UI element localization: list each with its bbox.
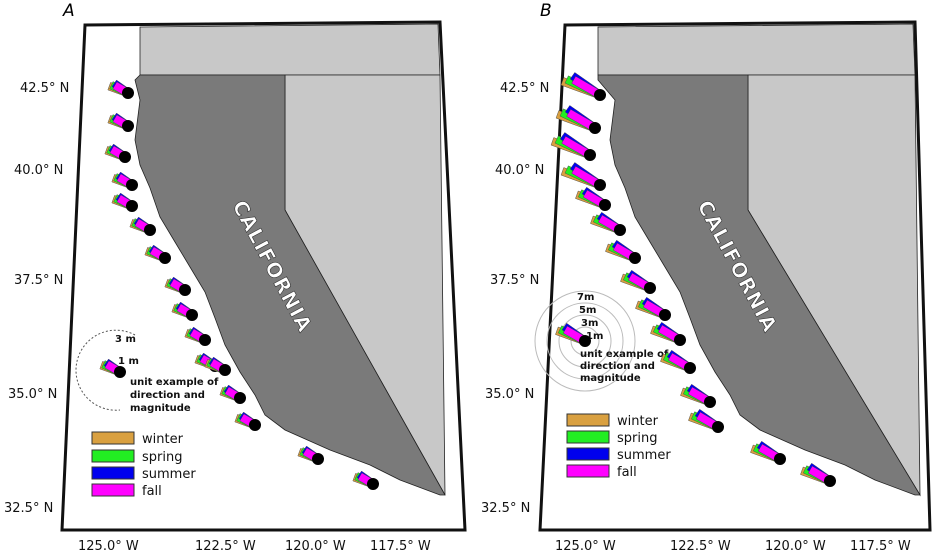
station-marker [594, 179, 606, 191]
unit-example-text: magnitude [580, 373, 641, 384]
ring-label: 3 m [115, 334, 136, 345]
lat-tick: 42.5° N [20, 81, 69, 96]
wind-roses [550, 72, 836, 487]
legend-fall: fall [142, 484, 162, 499]
station-marker [186, 309, 198, 321]
lat-tick: 32.5° N [4, 501, 53, 516]
lat-tick: 32.5° N [481, 501, 530, 516]
lat-tick: 42.5° N [500, 81, 549, 96]
station-marker [144, 224, 156, 236]
legend-spring: spring [142, 450, 182, 465]
lat-tick: 37.5° N [490, 273, 539, 288]
ring-label: 7m [577, 292, 594, 303]
california-region [597, 74, 921, 496]
latitude-ticks: 42.5° N 40.0° N 37.5° N 35.0° N 32.5° N [4, 81, 69, 516]
lon-tick: 122.5° W [195, 539, 256, 554]
unit-example-text: unit example of [130, 377, 219, 388]
panel-label: A [62, 1, 75, 21]
station-marker [614, 224, 626, 236]
legend: winter spring summer fall [91, 431, 196, 499]
unit-example-text: unit example of [580, 349, 669, 360]
lon-tick: 120.0° W [285, 539, 346, 554]
ring-label: 1m [586, 331, 603, 342]
lat-tick: 35.0° N [485, 387, 534, 402]
unit-example-text: direction and [580, 361, 655, 372]
station-marker [684, 362, 696, 374]
scale-example: 3 m 1 m unit example of direction and ma… [75, 329, 219, 414]
station-marker [367, 478, 379, 490]
station-marker [674, 334, 686, 346]
station-marker [312, 453, 324, 465]
legend-spring: spring [617, 431, 657, 446]
panel-a: A CALIFORNIA 42.5° N 40.0° N 37.5° N 35.… [4, 1, 467, 554]
lat-tick: 35.0° N [8, 387, 57, 402]
lat-tick: 37.5° N [14, 273, 63, 288]
legend-winter: winter [142, 432, 184, 447]
ring-label: 3m [581, 318, 598, 329]
wind-roses [99, 79, 379, 490]
scale-example: 7m 5m 3m 1m unit example of direction an… [534, 290, 669, 392]
station-marker [119, 151, 131, 163]
station-marker [126, 200, 138, 212]
legend-summer: summer [142, 467, 196, 482]
station-marker [114, 366, 126, 378]
station-marker [159, 252, 171, 264]
lon-tick: 120.0° W [765, 539, 826, 554]
legend-winter: winter [617, 414, 659, 429]
station-marker [579, 335, 591, 347]
station-marker [249, 419, 261, 431]
lon-tick: 117.5° W [850, 539, 911, 554]
station-marker [644, 282, 656, 294]
station-marker [599, 199, 611, 211]
lon-tick: 125.0° W [555, 539, 616, 554]
station-marker [589, 122, 601, 134]
station-marker [629, 252, 641, 264]
station-marker [704, 396, 716, 408]
ring-label: 1 m [118, 356, 139, 367]
california-region [134, 74, 446, 496]
lon-tick: 122.5° W [670, 539, 731, 554]
oregon-region [597, 23, 916, 76]
oregon-region [139, 23, 441, 76]
station-marker [659, 309, 671, 321]
ring-label: 5m [579, 305, 596, 316]
station-marker [199, 334, 211, 346]
legend-fall: fall [617, 465, 637, 480]
lat-tick: 40.0° N [14, 163, 63, 178]
lat-tick: 40.0° N [495, 163, 544, 178]
station-marker [219, 364, 231, 376]
station-marker [594, 89, 606, 101]
station-marker [122, 87, 134, 99]
lon-tick: 117.5° W [370, 539, 431, 554]
station-marker [712, 421, 724, 433]
station-marker [584, 149, 596, 161]
station-marker [774, 453, 786, 465]
panel-label: B [540, 1, 552, 21]
legend-summer: summer [617, 448, 671, 463]
station-marker [824, 475, 836, 487]
station-marker [126, 179, 138, 191]
legend: winter spring summer fall [566, 413, 671, 480]
panel-b: B CALIFORNIA 42.5° N 40.0° N 37.5° N 35.… [481, 1, 932, 554]
station-marker [234, 392, 246, 404]
unit-example-text: magnitude [130, 403, 191, 414]
station-marker [179, 284, 191, 296]
lon-tick: 125.0° W [78, 539, 139, 554]
unit-example-text: direction and [130, 390, 205, 401]
station-marker [122, 120, 134, 132]
